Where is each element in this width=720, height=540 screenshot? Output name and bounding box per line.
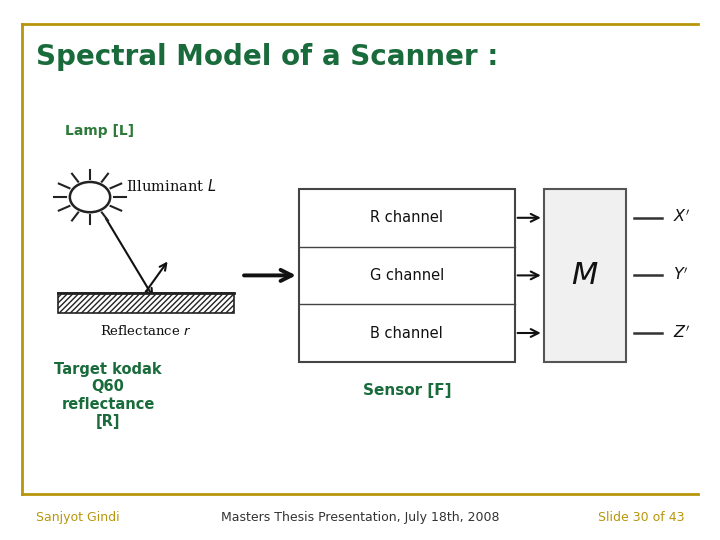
Text: G channel: G channel bbox=[369, 268, 444, 283]
Text: $Z'$: $Z'$ bbox=[673, 325, 690, 342]
Text: $X'$: $X'$ bbox=[673, 209, 691, 226]
Text: Sanjyot Gindi: Sanjyot Gindi bbox=[36, 511, 120, 524]
FancyBboxPatch shape bbox=[299, 189, 515, 362]
Text: Slide 30 of 43: Slide 30 of 43 bbox=[598, 511, 684, 524]
Text: R channel: R channel bbox=[370, 210, 444, 225]
Text: Target kodak
Q60
reflectance
[R]: Target kodak Q60 reflectance [R] bbox=[54, 362, 162, 429]
Text: Sensor [F]: Sensor [F] bbox=[363, 383, 451, 399]
Text: $M$: $M$ bbox=[571, 260, 599, 291]
Bar bbox=[58, 293, 234, 313]
Text: $Y'$: $Y'$ bbox=[673, 267, 689, 284]
Bar bbox=[544, 189, 626, 362]
Text: Reflectance $r$: Reflectance $r$ bbox=[100, 324, 192, 338]
Text: B channel: B channel bbox=[370, 326, 444, 341]
Text: Lamp [L]: Lamp [L] bbox=[65, 124, 134, 138]
Text: Spectral Model of a Scanner :: Spectral Model of a Scanner : bbox=[36, 43, 498, 71]
Text: Illuminant $L$: Illuminant $L$ bbox=[126, 178, 217, 194]
Text: Masters Thesis Presentation, July 18th, 2008: Masters Thesis Presentation, July 18th, … bbox=[221, 511, 499, 524]
